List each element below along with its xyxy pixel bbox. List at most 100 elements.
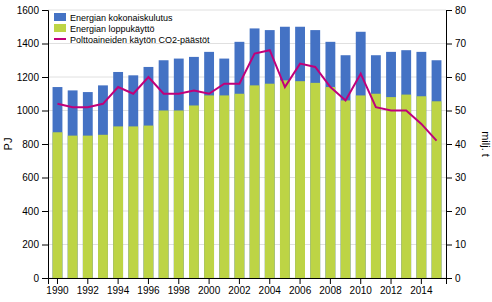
plot: 1990199219941996199820002002200420062008… bbox=[17, 5, 467, 296]
bar bbox=[341, 100, 351, 278]
tick-label: 800 bbox=[22, 139, 39, 150]
tick-mark bbox=[391, 278, 392, 284]
tick: 1994 bbox=[107, 278, 130, 296]
tick-mark bbox=[178, 278, 179, 284]
tick-label: 2002 bbox=[228, 285, 251, 296]
tick-mark bbox=[446, 211, 452, 212]
tick-label: 2004 bbox=[259, 285, 282, 296]
tick: 1200 bbox=[17, 72, 48, 83]
tick: 1992 bbox=[77, 278, 100, 296]
bar bbox=[113, 72, 123, 278]
tick-label: 0 bbox=[455, 273, 461, 284]
bar bbox=[295, 81, 305, 278]
line bbox=[57, 50, 436, 140]
tick: 2004 bbox=[259, 278, 282, 296]
tick-label: 2014 bbox=[410, 285, 433, 296]
bar bbox=[98, 85, 108, 278]
tick-mark bbox=[446, 111, 452, 112]
tick-mark bbox=[446, 278, 452, 279]
tick-label: 200 bbox=[22, 239, 39, 250]
tick-label: 1600 bbox=[17, 5, 40, 16]
bar bbox=[189, 105, 199, 278]
bar bbox=[432, 101, 442, 278]
bar bbox=[53, 132, 63, 278]
tick-label: 50 bbox=[455, 105, 467, 116]
tick-mark bbox=[42, 178, 48, 179]
bar bbox=[68, 136, 78, 278]
bar bbox=[128, 126, 138, 278]
bar bbox=[83, 92, 93, 278]
bar bbox=[265, 84, 275, 278]
axis-line bbox=[49, 279, 447, 285]
tick: 2012 bbox=[380, 278, 403, 296]
bar bbox=[280, 80, 290, 278]
tick-label: 60 bbox=[455, 72, 467, 83]
tick-label: 1000 bbox=[17, 105, 40, 116]
tick-mark bbox=[42, 44, 48, 45]
tick-mark bbox=[446, 245, 452, 246]
tick-label: 70 bbox=[455, 38, 467, 49]
bar-series bbox=[53, 27, 442, 278]
tick-label: 2010 bbox=[350, 285, 373, 296]
bar bbox=[159, 111, 169, 279]
legend: Energian kokonaiskulutusEnergian loppukä… bbox=[54, 13, 210, 45]
tick: 60 bbox=[446, 72, 467, 83]
tick-label: 30 bbox=[455, 172, 467, 183]
tick: 2006 bbox=[289, 278, 312, 296]
tick: 1998 bbox=[168, 278, 191, 296]
tick-mark bbox=[269, 278, 270, 284]
tick-label: 2006 bbox=[289, 285, 312, 296]
legend-swatch bbox=[54, 24, 66, 32]
tick: 1000 bbox=[17, 105, 48, 116]
legend-label: Polttoaineiden käytön CO2-päästöt bbox=[70, 35, 210, 45]
tick-label: 2008 bbox=[319, 285, 342, 296]
tick-mark bbox=[446, 178, 452, 179]
grid bbox=[48, 10, 446, 278]
bar bbox=[68, 90, 78, 278]
tick: 0 bbox=[33, 273, 48, 284]
tick-label: 600 bbox=[22, 172, 39, 183]
tick-label: 2000 bbox=[198, 285, 221, 296]
bar bbox=[204, 52, 214, 278]
tick: 20 bbox=[446, 206, 467, 217]
tick-mark bbox=[118, 278, 119, 284]
axis-line bbox=[42, 11, 49, 279]
bar-series bbox=[53, 80, 442, 278]
tick-mark bbox=[42, 245, 48, 246]
tick-mark bbox=[446, 44, 452, 45]
bar bbox=[386, 52, 396, 278]
bar bbox=[250, 28, 260, 278]
bar bbox=[113, 126, 123, 278]
bar bbox=[174, 59, 184, 278]
tick-label: 1998 bbox=[168, 285, 191, 296]
tick-mark bbox=[360, 278, 361, 284]
bar bbox=[325, 42, 335, 278]
bar bbox=[416, 52, 426, 278]
bar bbox=[234, 94, 244, 278]
tick-mark bbox=[421, 278, 422, 284]
tick: 2010 bbox=[350, 278, 373, 296]
bar bbox=[174, 111, 184, 279]
x-axis: 1990199219941996199820002002200420062008… bbox=[46, 278, 446, 296]
grid-line bbox=[48, 10, 446, 11]
chart: 1990199219941996199820002002200420062008… bbox=[0, 0, 492, 302]
bar bbox=[356, 32, 366, 278]
tick: 70 bbox=[446, 38, 467, 49]
bar bbox=[401, 95, 411, 278]
tick: 0 bbox=[446, 273, 461, 284]
y2-axis: 01020304050607080 bbox=[446, 5, 467, 284]
tick: 50 bbox=[446, 105, 467, 116]
tick-mark bbox=[300, 278, 301, 284]
legend-swatch bbox=[54, 13, 66, 21]
legend-item: Energian loppukäyttö bbox=[54, 24, 155, 34]
tick: 80 bbox=[446, 5, 467, 16]
tick-label: 1992 bbox=[77, 285, 100, 296]
tick-label: 1994 bbox=[107, 285, 130, 296]
legend-label: Energian loppukäyttö bbox=[70, 24, 155, 34]
legend-item: Polttoaineiden käytön CO2-päästöt bbox=[54, 35, 210, 45]
tick-label: 1990 bbox=[46, 285, 69, 296]
bar bbox=[371, 94, 381, 278]
legend-label: Energian kokonaiskulutus bbox=[70, 13, 173, 23]
tick: 1400 bbox=[17, 38, 48, 49]
y-axis-title: PJ bbox=[2, 138, 14, 151]
